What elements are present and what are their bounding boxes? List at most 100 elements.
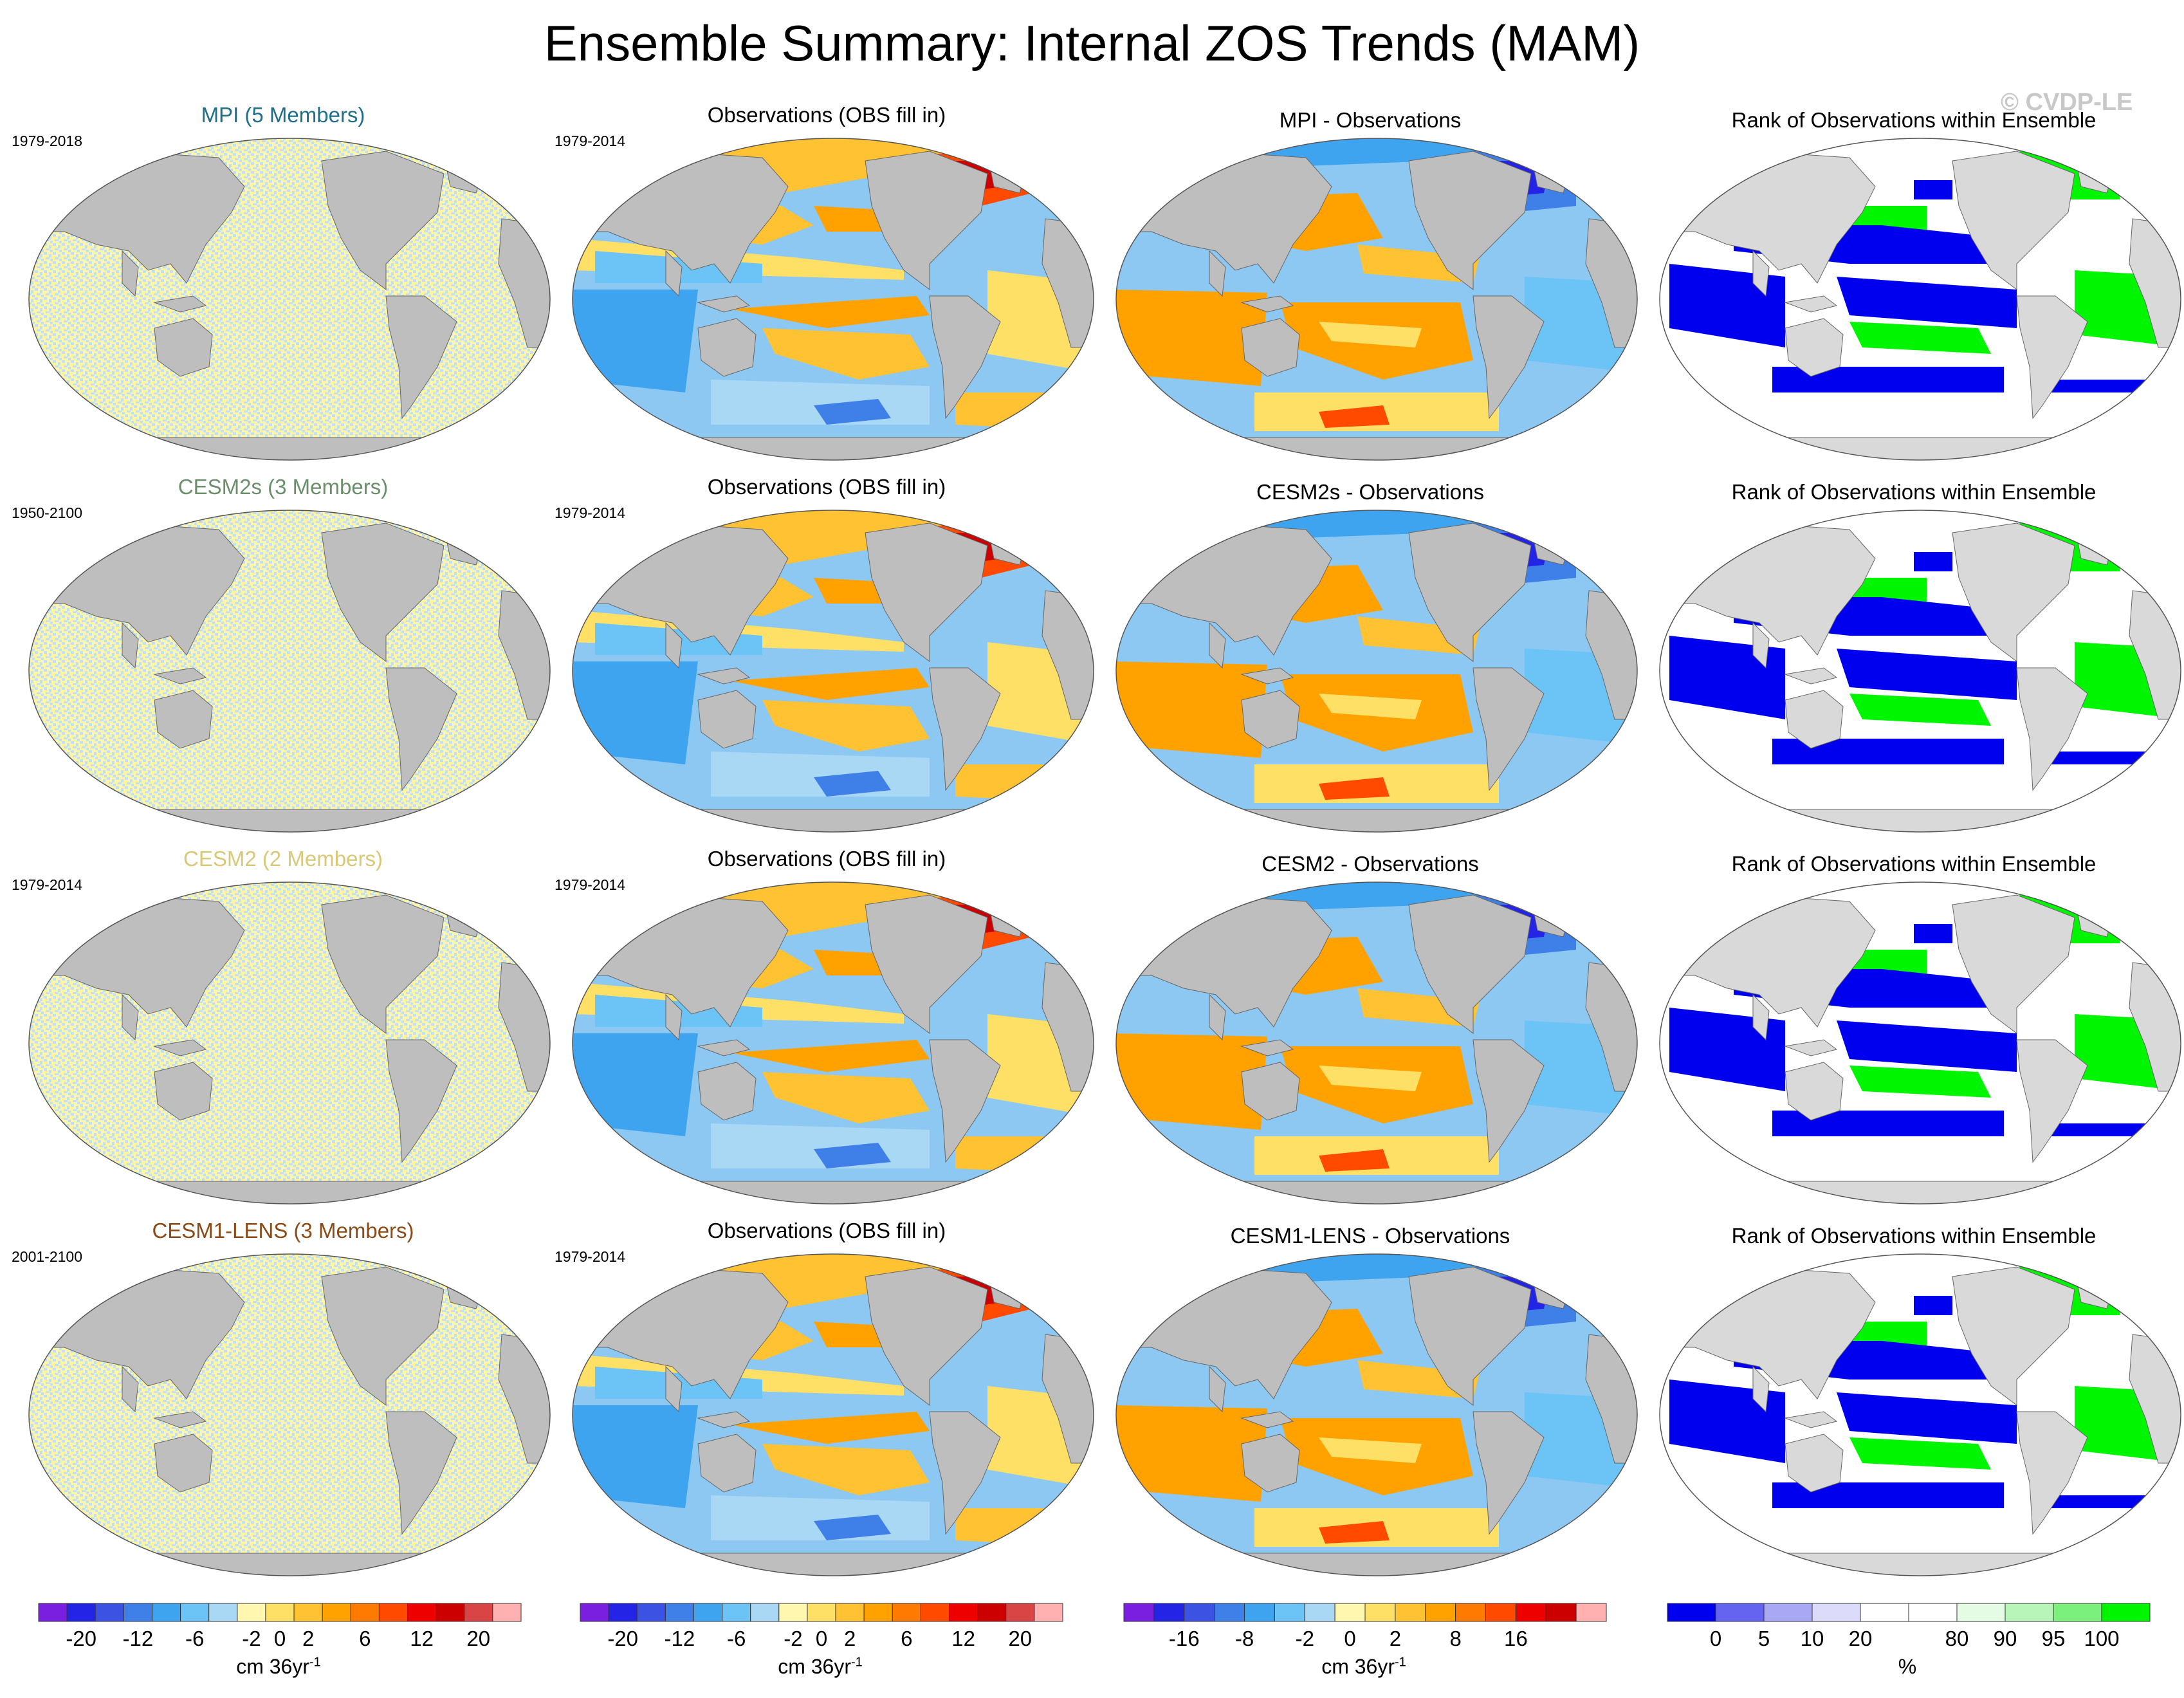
colorbar-tick-label: 12 bbox=[410, 1627, 434, 1650]
colorbar-swatch bbox=[665, 1603, 694, 1622]
colorbar-tick-label: 0 bbox=[1710, 1627, 1721, 1650]
colorbar-swatch bbox=[863, 1603, 893, 1622]
obs-title: Observations (OBS fill in) bbox=[707, 475, 946, 499]
obs-period: 1979-2014 bbox=[555, 133, 625, 149]
map-field bbox=[1116, 510, 1637, 832]
map-field bbox=[1660, 1254, 2181, 1576]
model-period: 1979-2014 bbox=[12, 876, 82, 893]
colorbar-swatch bbox=[464, 1603, 493, 1622]
colorbar-tick-label: 0 bbox=[274, 1627, 286, 1650]
colorbar-unit-text: cm 36yr bbox=[778, 1655, 851, 1678]
colorbar-tick-label: -2 bbox=[1296, 1627, 1314, 1650]
colorbar-swatch bbox=[38, 1603, 68, 1622]
colorbar-swatch bbox=[2053, 1603, 2102, 1622]
colorbar-swatch bbox=[1123, 1603, 1155, 1622]
colorbar-swatch bbox=[807, 1603, 836, 1622]
colorbar-swatch bbox=[636, 1603, 666, 1622]
colorbar-tick-label: 6 bbox=[901, 1627, 912, 1650]
colorbar-swatch bbox=[1715, 1603, 1765, 1622]
map-outline bbox=[1659, 138, 2181, 461]
colorbar-swatch bbox=[722, 1603, 751, 1622]
colorbar-swatch bbox=[977, 1603, 1007, 1622]
colorbar-swatch bbox=[1956, 1603, 2006, 1622]
colorbar-swatch bbox=[350, 1603, 380, 1622]
obs-title: Observations (OBS fill in) bbox=[707, 847, 946, 871]
colorbar-unit: % bbox=[1666, 1655, 2149, 1679]
colorbar-swatch bbox=[1364, 1603, 1396, 1622]
difference-map bbox=[1115, 881, 1638, 1204]
colorbar-swatch bbox=[693, 1603, 723, 1622]
map-field bbox=[1116, 138, 1637, 460]
rank-map bbox=[1659, 881, 2181, 1204]
map-outline bbox=[572, 1253, 1094, 1576]
map-outline bbox=[572, 881, 1094, 1204]
colorbar-swatch bbox=[265, 1603, 295, 1622]
rank-map bbox=[1659, 1253, 2181, 1576]
model-title: CESM1-LENS (3 Members) bbox=[152, 1219, 414, 1242]
map-field bbox=[29, 882, 550, 1204]
difference-map bbox=[1115, 138, 1638, 461]
colorbar-swatch bbox=[1214, 1603, 1245, 1622]
map-outline bbox=[1659, 881, 2181, 1204]
colorbar-swatch bbox=[407, 1603, 437, 1622]
map-outline bbox=[572, 138, 1094, 461]
map-field bbox=[1660, 882, 2181, 1204]
colorbar-swatch bbox=[378, 1603, 408, 1622]
colorbar-swatch bbox=[1304, 1603, 1335, 1622]
map-field bbox=[573, 882, 1094, 1204]
colorbar-tick-label: 5 bbox=[1758, 1627, 1770, 1650]
colorbar-unit: cm 36yr-1 bbox=[37, 1655, 520, 1679]
obs-trend-map bbox=[572, 1253, 1094, 1576]
main-title: Ensemble Summary: Internal ZOS Trends (M… bbox=[544, 15, 1640, 71]
colorbar-swatch bbox=[1575, 1603, 1607, 1622]
colorbar-tick-label: 2 bbox=[302, 1627, 314, 1650]
colorbar-unit-text: cm 36yr bbox=[1321, 1655, 1395, 1678]
colorbar-swatch bbox=[1455, 1603, 1486, 1622]
diff-title: CESM1-LENS - Observations bbox=[1230, 1224, 1510, 1248]
map-outline bbox=[1115, 1253, 1638, 1576]
colorbar-swatch bbox=[892, 1603, 921, 1622]
rank-title: Rank of Observations within Ensemble bbox=[1731, 108, 2097, 132]
colorbar-tick-label: 90 bbox=[1994, 1627, 2017, 1650]
colorbar-swatch bbox=[293, 1603, 323, 1622]
colorbar-swatch bbox=[180, 1603, 210, 1622]
colorbar-swatch bbox=[1244, 1603, 1275, 1622]
colorbar-tick-label: -20 bbox=[66, 1627, 96, 1650]
colorbar-swatch bbox=[492, 1603, 522, 1622]
map-outline bbox=[1115, 510, 1638, 833]
colorbar-unit-exponent: -1 bbox=[851, 1655, 863, 1670]
colorbar-swatch bbox=[237, 1603, 266, 1622]
model-trend-map bbox=[28, 510, 551, 833]
colorbar-tick-label: -16 bbox=[1169, 1627, 1200, 1650]
colorbar-tick-label: 20 bbox=[1008, 1627, 1032, 1650]
colorbar-unit: cm 36yr-1 bbox=[1123, 1655, 1605, 1679]
colorbar-swatch bbox=[123, 1603, 152, 1622]
colorbar-swatch bbox=[580, 1603, 609, 1622]
colorbar-swatch bbox=[2101, 1603, 2151, 1622]
colorbar-unit-exponent: -1 bbox=[309, 1655, 321, 1670]
colorbar-swatch bbox=[1425, 1603, 1456, 1622]
colorbar-unit-text: % bbox=[1898, 1655, 1917, 1678]
difference-map bbox=[1115, 1253, 1638, 1576]
colorbar-tick-label: 2 bbox=[844, 1627, 856, 1650]
map-field bbox=[1660, 138, 2181, 460]
rank-title: Rank of Observations within Ensemble bbox=[1731, 852, 2097, 876]
map-outline bbox=[1115, 881, 1638, 1204]
colorbar-swatch bbox=[1667, 1603, 1716, 1622]
map-outline bbox=[572, 510, 1094, 833]
diff-title: MPI - Observations bbox=[1279, 108, 1462, 132]
colorbar-swatch bbox=[778, 1603, 808, 1622]
obs-period: 1979-2014 bbox=[555, 504, 625, 521]
rank-map bbox=[1659, 510, 2181, 833]
colorbar-trend: -20 -12 -6 -2 0 2 6 12 20 bbox=[580, 1603, 1063, 1650]
colorbar-tick-label: 2 bbox=[1390, 1627, 1401, 1650]
colorbar-swatch bbox=[608, 1603, 638, 1622]
colorbar-tick-label: -6 bbox=[727, 1627, 746, 1650]
colorbar-tick-label: -2 bbox=[784, 1627, 802, 1650]
model-period: 1979-2018 bbox=[12, 133, 82, 149]
colorbar-tick-label: 12 bbox=[951, 1627, 975, 1650]
diff-title: CESM2s - Observations bbox=[1256, 480, 1484, 504]
rank-title: Rank of Observations within Ensemble bbox=[1731, 480, 2097, 504]
colorbar-tick-label: -6 bbox=[185, 1627, 204, 1650]
colorbar-tick-label: 10 bbox=[1801, 1627, 1824, 1650]
